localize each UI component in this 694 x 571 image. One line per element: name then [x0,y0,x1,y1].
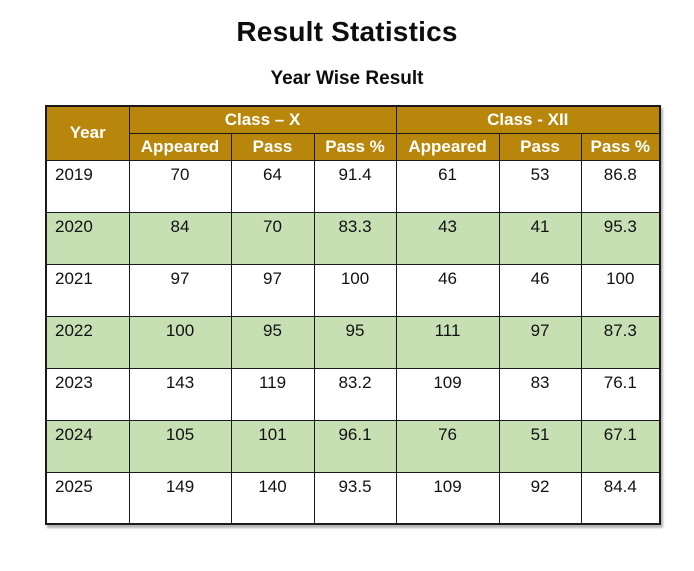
table-row: 2025 149 140 93.5 109 92 84.4 [45,471,661,525]
table-subtitle: Year Wise Result [270,68,424,89]
table-cell: 92 [498,471,582,525]
table-cell: 46 [498,263,582,317]
table-cell: 46 [395,263,500,317]
table-cell: 87.3 [580,315,661,369]
table-cell: 84.4 [580,471,661,525]
table-cell: 119 [230,367,315,421]
table-cell: 95 [230,315,315,369]
table-cell: 140 [230,471,315,525]
table-cell: 100 [313,263,397,317]
table-cell: 64 [230,159,315,213]
table-cell: 83.2 [313,367,397,421]
table-cell: 100 [128,315,232,369]
column-header-xii-pass-pct: Pass % [580,132,661,161]
table-cell: 76.1 [580,367,661,421]
table-cell: 51 [498,419,582,473]
table-cell: 96.1 [313,419,397,473]
year-cell: 2023 [45,367,130,421]
table-cell: 43 [395,211,500,265]
table-cell: 91.4 [313,159,397,213]
table-row: 2020 84 70 83.3 43 41 95.3 [45,211,661,265]
column-header-x-pass: Pass [230,132,315,161]
column-header-xii-appeared: Appeared [395,132,500,161]
table-cell: 97 [230,263,315,317]
table-cell: 86.8 [580,159,661,213]
table-cell: 149 [128,471,232,525]
column-header-x-appeared: Appeared [128,132,232,161]
table-row: 2021 97 97 100 46 46 100 [45,263,661,317]
header-sub-row: Appeared Pass Pass % Appeared Pass Pass … [46,132,661,161]
table-cell: 109 [395,471,500,525]
year-cell: 2025 [45,471,130,525]
table-cell: 70 [128,159,232,213]
year-cell: 2022 [45,315,130,369]
table-row: 2023 143 119 83.2 109 83 76.1 [45,367,661,421]
table-cell: 84 [128,211,232,265]
column-group-class-x: Class – X [128,105,397,134]
table-cell: 97 [128,263,232,317]
table-cell: 76 [395,419,500,473]
column-header-year: Year [45,105,130,161]
table-cell: 97 [498,315,582,369]
table-cell: 41 [498,211,582,265]
year-cell: 2020 [45,211,130,265]
table-cell: 67.1 [580,419,661,473]
table-cell: 143 [128,367,232,421]
table-cell: 83.3 [313,211,397,265]
header-group-row: Year Class – X Class - XII [45,105,661,161]
table-row: 2022 100 95 95 111 97 87.3 [45,315,661,369]
table-cell: 70 [230,211,315,265]
page-title: Result Statistics [236,16,458,47]
table-row: 2024 105 101 96.1 76 51 67.1 [45,419,661,473]
table-cell: 101 [230,419,315,473]
table-cell: 111 [395,315,500,369]
column-group-class-xii: Class - XII [395,105,661,134]
table-row: 2019 70 64 91.4 61 53 86.8 [45,159,661,213]
table-cell: 95 [313,315,397,369]
column-header-x-pass-pct: Pass % [313,132,397,161]
table-cell: 95.3 [580,211,661,265]
table-cell: 105 [128,419,232,473]
table-cell: 61 [395,159,500,213]
table-cell: 109 [395,367,500,421]
year-cell: 2024 [45,419,130,473]
result-statistics-table: Year Class – X Class - XII Appeared Pass… [45,105,662,525]
table-cell: 93.5 [313,471,397,525]
table-cell: 83 [498,367,582,421]
table-cell: 100 [580,263,661,317]
column-header-xii-pass: Pass [498,132,582,161]
year-cell: 2019 [45,159,130,213]
year-cell: 2021 [45,263,130,317]
table-cell: 53 [498,159,582,213]
